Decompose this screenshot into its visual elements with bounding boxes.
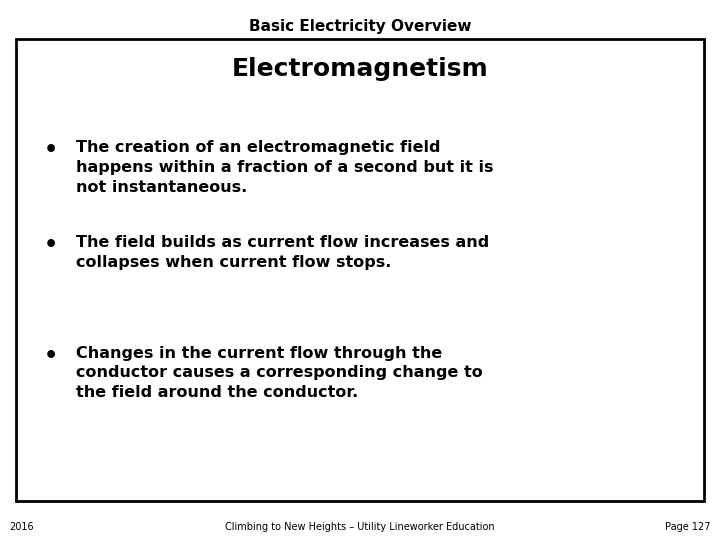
Text: Changes in the current flow through the
conductor causes a corresponding change : Changes in the current flow through the … <box>76 346 482 400</box>
Text: The field builds as current flow increases and
collapses when current flow stops: The field builds as current flow increas… <box>76 235 489 269</box>
Text: •: • <box>43 235 58 255</box>
Text: 2016: 2016 <box>9 522 34 531</box>
Text: Climbing to New Heights – Utility Lineworker Education: Climbing to New Heights – Utility Linewo… <box>225 522 495 531</box>
Text: •: • <box>43 140 58 160</box>
Text: Electromagnetism: Electromagnetism <box>232 57 488 80</box>
Text: Basic Electricity Overview: Basic Electricity Overview <box>248 19 472 34</box>
Text: Page 127: Page 127 <box>665 522 711 531</box>
Text: •: • <box>43 346 58 366</box>
Text: The creation of an electromagnetic field
happens within a fraction of a second b: The creation of an electromagnetic field… <box>76 140 493 195</box>
FancyBboxPatch shape <box>16 39 704 501</box>
